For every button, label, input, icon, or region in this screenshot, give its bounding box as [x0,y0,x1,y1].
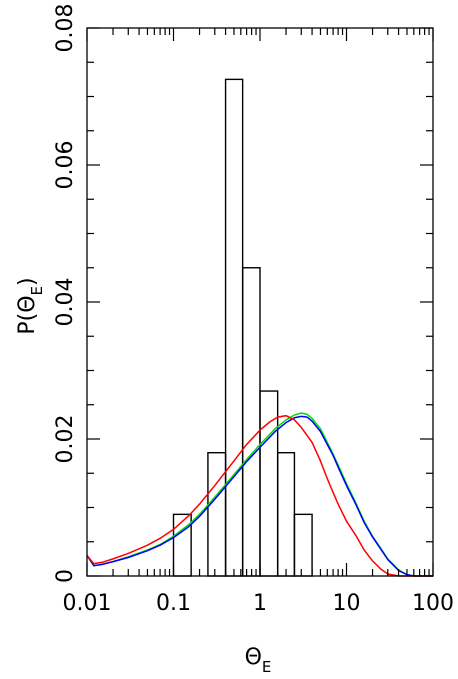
x-tick-label: 0.1 [156,591,191,616]
y-tick-label: 0.08 [53,4,78,53]
tick-labels: 0.01 0.1 1 10 100 0 0.02 0.04 0.06 0.08 [53,4,454,616]
histogram-bar-2 [207,452,227,577]
y-tick-label: 0 [53,569,78,583]
histogram [172,78,313,577]
x-tick-label: 100 [412,591,454,616]
x-axis-label: ΘE [245,645,272,676]
y-tick-label: 0.04 [53,278,78,327]
series-line-2 [86,414,433,577]
x-tick-label: 0.01 [63,591,112,616]
x-tick-label: 1 [253,591,267,616]
y-axis-label: P(ΘE) [15,277,46,334]
histogram-bar-6 [276,452,296,577]
plot-frame [86,27,434,577]
histogram-bar-4 [241,267,261,577]
x-tick-label: 10 [333,591,361,616]
histogram-bar-0 [172,513,192,577]
y-tick-label: 0.06 [53,141,78,190]
y-tick-label: 0.02 [53,415,78,464]
histogram-bar-3 [224,78,244,577]
series-group [86,412,433,577]
histogram-bar-7 [293,513,313,577]
series-line-1 [86,415,433,577]
